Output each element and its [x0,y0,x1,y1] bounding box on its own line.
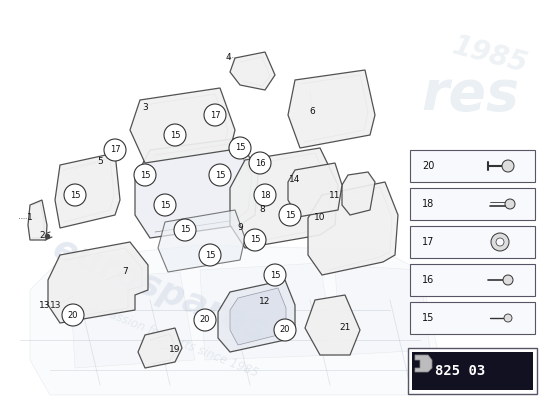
Text: 15: 15 [235,144,245,152]
Polygon shape [28,200,47,240]
Text: 15: 15 [285,210,295,220]
Text: 15: 15 [214,170,225,180]
Circle shape [504,314,512,322]
Bar [410,264,535,296]
Text: 20: 20 [200,316,210,324]
Text: 21: 21 [339,322,351,332]
Text: 19: 19 [169,346,181,354]
Bar [410,226,535,258]
Text: 18: 18 [422,199,435,209]
FancyBboxPatch shape [408,348,537,394]
Polygon shape [305,295,360,355]
Text: 7: 7 [122,268,128,276]
Circle shape [134,164,156,186]
Text: 15: 15 [180,226,190,234]
Text: 15: 15 [250,236,260,244]
Text: 3: 3 [142,104,148,112]
Polygon shape [335,265,430,355]
Text: 20: 20 [68,310,78,320]
Polygon shape [48,242,148,323]
Circle shape [503,275,513,285]
Circle shape [229,137,251,159]
Text: 18: 18 [260,190,270,200]
Text: 9: 9 [237,224,243,232]
Text: 20: 20 [280,326,290,334]
Text: 17: 17 [109,146,120,154]
Circle shape [491,233,509,251]
Polygon shape [288,163,342,217]
Text: 15: 15 [140,170,150,180]
Polygon shape [415,355,432,372]
Circle shape [154,194,176,216]
Text: 1985: 1985 [449,32,531,78]
Text: 13: 13 [39,300,51,310]
Polygon shape [230,288,286,345]
Circle shape [496,238,504,246]
Text: 17: 17 [210,110,221,120]
Polygon shape [158,210,245,272]
Polygon shape [288,70,375,148]
Text: a passion for parts since 1985: a passion for parts since 1985 [90,300,260,380]
Text: res: res [421,68,519,122]
Text: 5: 5 [97,158,103,166]
Text: eurospares: eurospares [48,232,272,348]
Text: 10: 10 [314,214,326,222]
Bar [412,352,533,390]
Text: 16: 16 [422,275,435,285]
Bar [410,188,535,220]
Text: 17: 17 [422,237,435,247]
Circle shape [279,204,301,226]
Text: 2: 2 [39,230,45,240]
Circle shape [209,164,231,186]
Polygon shape [218,280,295,352]
Text: 8: 8 [259,206,265,214]
Polygon shape [342,172,375,215]
Circle shape [164,124,186,146]
Text: 4: 4 [225,52,231,62]
Circle shape [64,184,86,206]
Polygon shape [200,263,335,360]
Text: 13: 13 [50,300,62,310]
Circle shape [199,244,221,266]
Text: 15: 15 [205,250,215,260]
Text: 20: 20 [422,161,435,171]
Polygon shape [308,182,398,275]
Circle shape [204,104,226,126]
Text: 1: 1 [27,214,33,222]
Circle shape [194,309,216,331]
Polygon shape [138,328,182,368]
Text: 15: 15 [270,270,280,280]
Text: 15: 15 [160,200,170,210]
Circle shape [254,184,276,206]
Polygon shape [55,153,120,228]
Polygon shape [135,138,258,238]
Bar [410,150,535,182]
Circle shape [244,229,266,251]
Polygon shape [30,245,440,395]
Circle shape [174,219,196,241]
Text: 12: 12 [259,298,271,306]
Text: 6: 6 [309,108,315,116]
Circle shape [104,139,126,161]
Text: 14: 14 [289,176,301,184]
Polygon shape [230,148,338,248]
Circle shape [274,319,296,341]
Circle shape [264,264,286,286]
Circle shape [505,199,515,209]
Text: 15: 15 [170,130,180,140]
Text: 11: 11 [329,190,341,200]
Circle shape [249,152,271,174]
Polygon shape [70,272,195,368]
Text: 825 03: 825 03 [435,364,485,378]
Circle shape [502,160,514,172]
Text: 15: 15 [70,190,80,200]
Text: 15: 15 [422,313,435,323]
Polygon shape [230,52,275,90]
Circle shape [62,304,84,326]
Bar [410,302,535,334]
Polygon shape [130,88,235,163]
Text: 16: 16 [255,158,265,168]
